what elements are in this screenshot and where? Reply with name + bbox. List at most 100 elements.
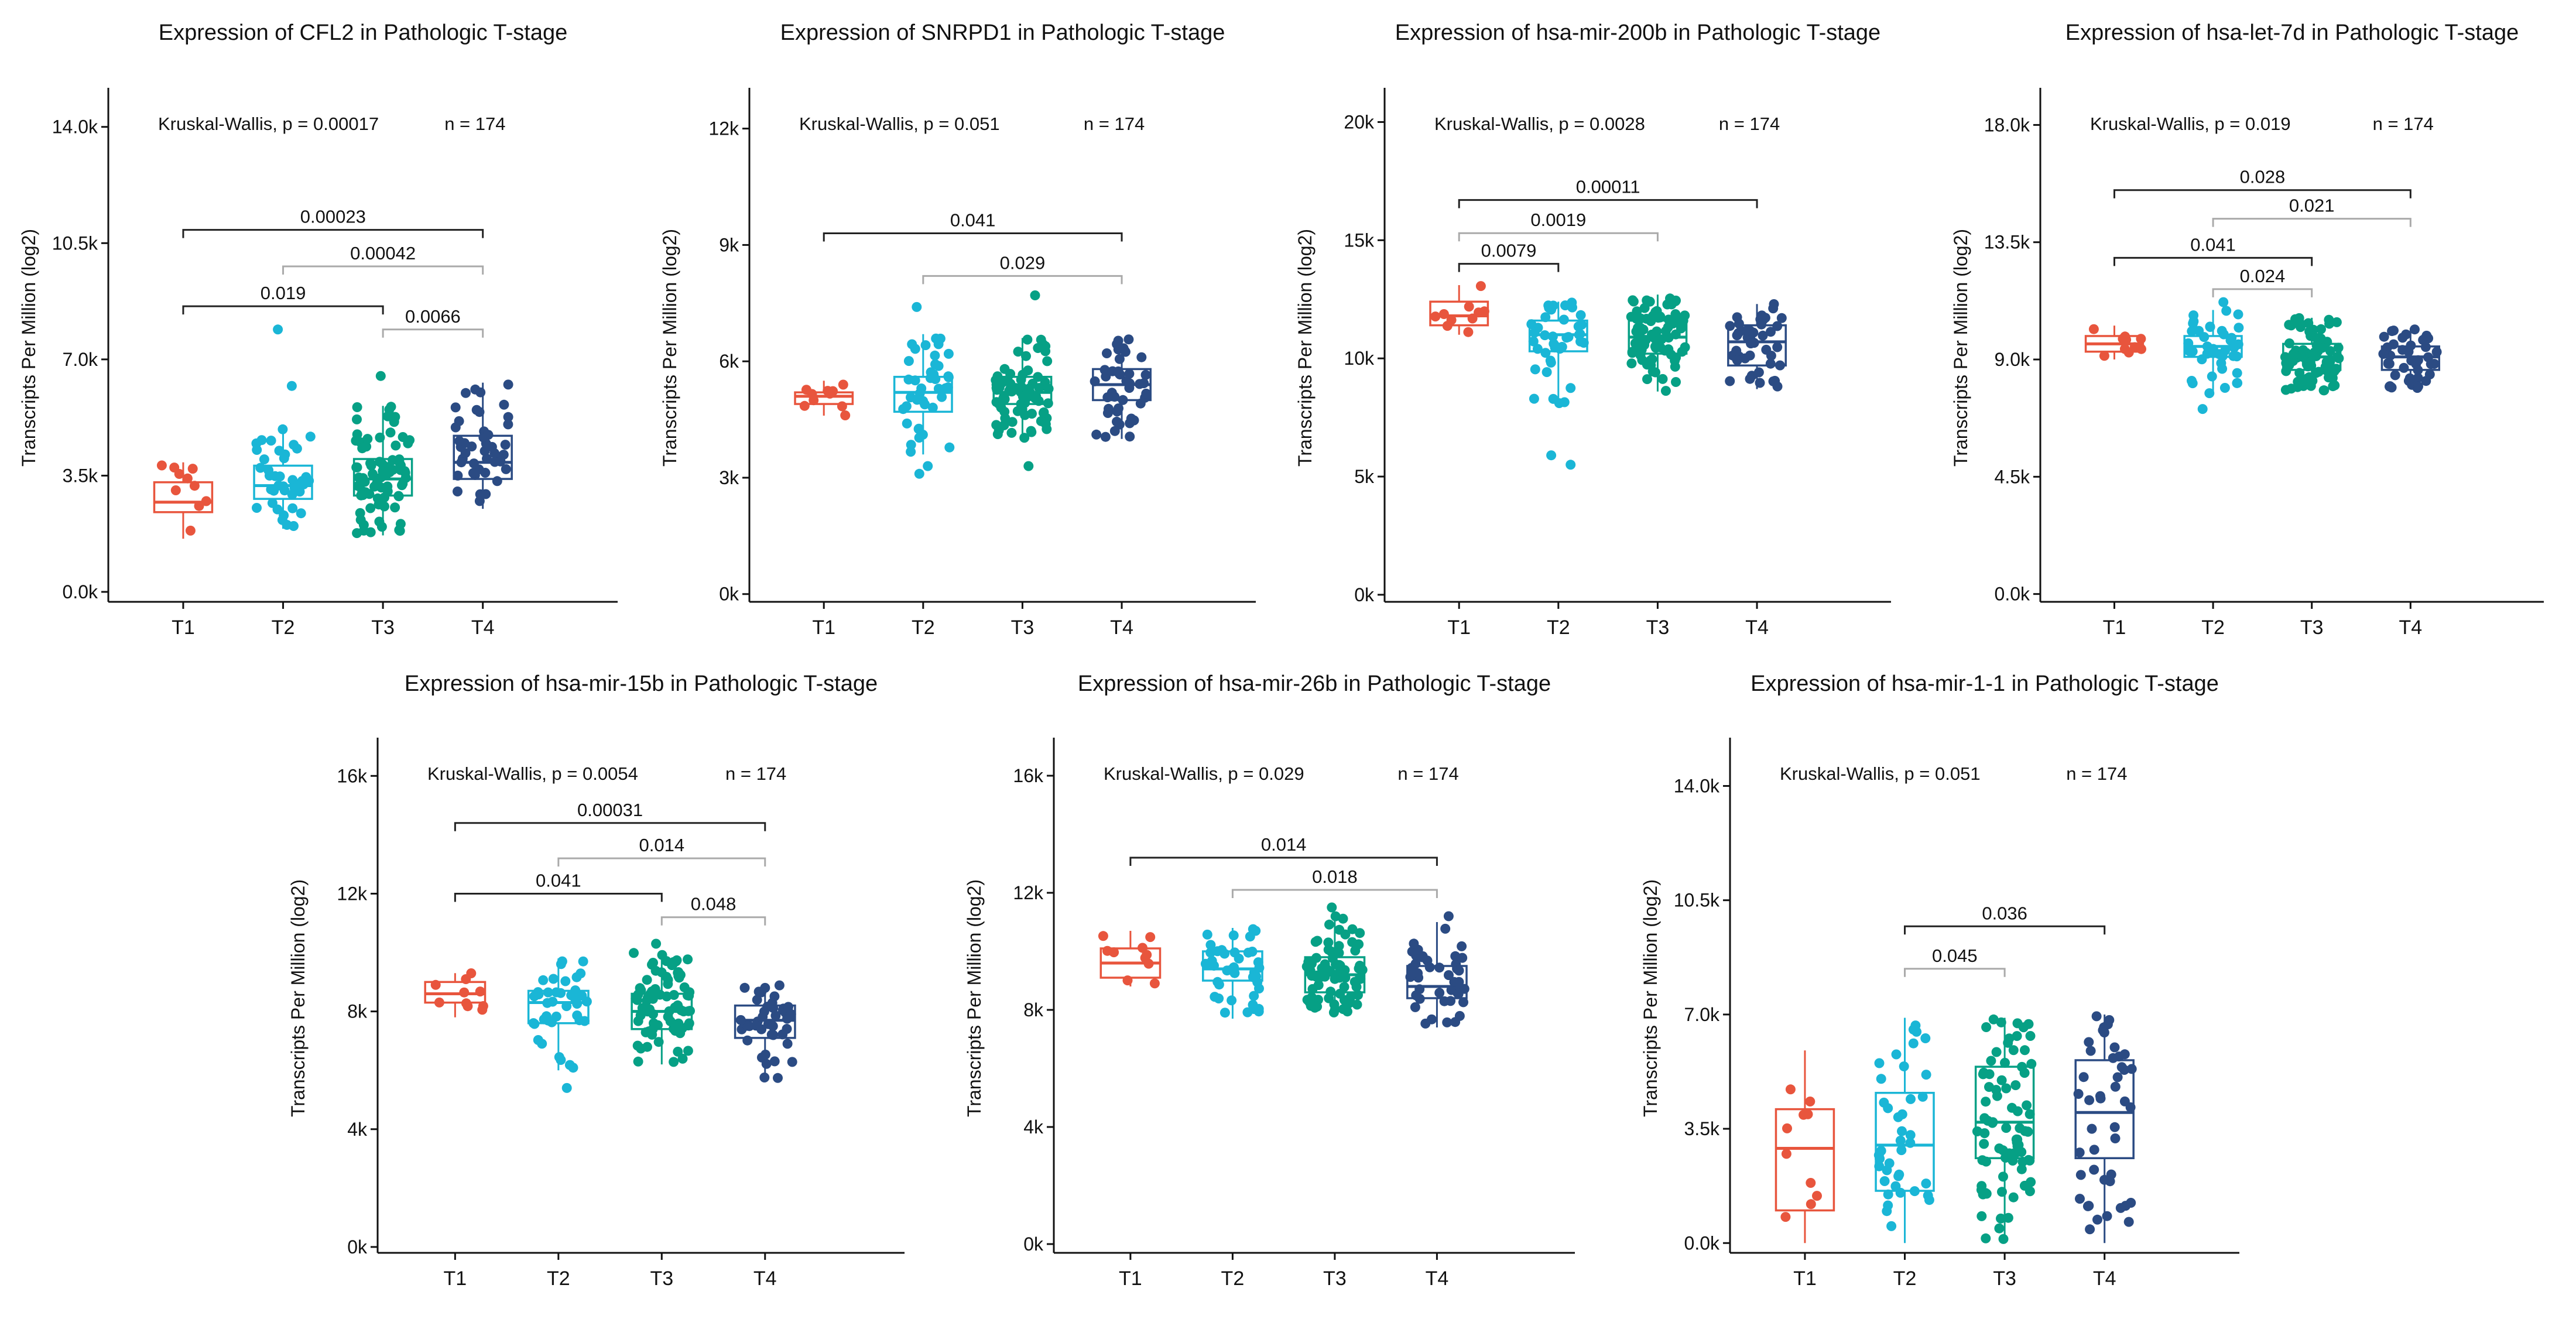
data-point xyxy=(434,997,444,1008)
data-point xyxy=(1453,989,1464,999)
data-point xyxy=(1125,418,1135,429)
bracket-line xyxy=(2113,256,2313,266)
data-point xyxy=(385,427,396,438)
data-point xyxy=(1249,1004,1259,1014)
bracket-line xyxy=(2212,288,2313,297)
data-point xyxy=(1981,1022,1992,1032)
data-point xyxy=(2088,324,2099,334)
data-point xyxy=(1756,319,1767,330)
data-point xyxy=(2205,321,2215,332)
box-group-t1 xyxy=(424,968,488,1017)
data-point xyxy=(459,987,470,998)
data-point xyxy=(2026,1058,2037,1069)
bracket-p-label: 0.036 xyxy=(1982,903,2027,923)
data-point xyxy=(1803,1109,1813,1119)
data-point xyxy=(2084,1201,2094,1211)
y-tick-label: 3.5k xyxy=(1684,1118,1720,1139)
data-point xyxy=(2012,1106,2023,1116)
x-tick-label: T3 xyxy=(650,1267,673,1290)
data-point xyxy=(742,1035,753,1046)
data-point xyxy=(2221,306,2232,316)
data-point xyxy=(1976,1211,1987,1221)
data-point xyxy=(1013,347,1023,357)
x-tick-label: T2 xyxy=(1221,1267,1245,1290)
data-point xyxy=(289,483,300,494)
data-point xyxy=(450,422,461,433)
data-point xyxy=(1454,977,1464,987)
data-point xyxy=(661,972,672,982)
data-point xyxy=(189,481,200,491)
data-point xyxy=(2311,333,2322,343)
data-point xyxy=(1896,1145,1907,1156)
data-point xyxy=(1645,355,1656,366)
significance-bracket: 0.00042 xyxy=(282,243,484,275)
n-label: n = 174 xyxy=(1084,114,1145,134)
n-label: n = 174 xyxy=(1397,763,1458,784)
data-point xyxy=(2328,381,2338,392)
box-group-t3 xyxy=(1626,293,1690,396)
data-point xyxy=(1355,928,1365,938)
data-point xyxy=(561,1001,572,1012)
data-point xyxy=(1876,1074,1886,1084)
test-label: Kruskal-Wallis, p = 0.051 xyxy=(799,114,1000,134)
data-point xyxy=(1149,978,1160,989)
bracket-p-label: 0.00011 xyxy=(1576,177,1640,197)
data-point xyxy=(270,471,280,481)
data-point xyxy=(1543,300,1554,311)
data-point xyxy=(2108,1053,2118,1063)
data-point xyxy=(492,476,502,487)
data-point xyxy=(684,1018,694,1029)
data-point xyxy=(902,418,912,429)
data-point xyxy=(393,491,404,502)
n-label: n = 174 xyxy=(1719,114,1780,134)
data-point xyxy=(397,480,407,491)
data-point xyxy=(1112,416,1122,427)
data-point xyxy=(352,402,362,412)
data-point xyxy=(466,968,477,978)
data-point xyxy=(1113,366,1123,376)
y-tick-label: 6k xyxy=(719,351,739,372)
data-point xyxy=(400,472,411,483)
x-tick-label: T2 xyxy=(1547,616,1570,639)
data-point xyxy=(2183,338,2194,348)
y-tick-label: 0k xyxy=(1023,1234,1044,1255)
data-point xyxy=(1312,936,1323,946)
data-point xyxy=(1671,377,1681,387)
box-group-t3 xyxy=(2280,313,2344,396)
x-tick-label: T1 xyxy=(172,616,195,639)
data-point xyxy=(1627,348,1638,358)
data-point xyxy=(1022,334,1033,345)
box-group-t2 xyxy=(1200,924,1265,1019)
data-point xyxy=(940,383,951,393)
data-point xyxy=(1114,354,1125,364)
data-point xyxy=(274,446,285,456)
data-point xyxy=(650,965,661,976)
data-point xyxy=(354,472,364,483)
data-point xyxy=(467,441,477,452)
y-tick-label: 9.0k xyxy=(1995,349,2030,370)
data-point xyxy=(267,498,278,508)
data-point xyxy=(943,371,954,382)
bracket-line xyxy=(1231,889,1438,898)
y-tick-label: 3.5k xyxy=(63,465,98,486)
bracket-p-label: 0.019 xyxy=(261,283,306,303)
data-point xyxy=(636,1043,646,1054)
data-point xyxy=(636,985,646,995)
data-point xyxy=(1102,348,1112,358)
box-group-t4 xyxy=(1405,911,1469,1029)
data-point xyxy=(2387,326,2397,336)
y-tick-label: 15k xyxy=(1344,229,1375,251)
data-point xyxy=(1102,408,1113,418)
y-tick-label: 14.0k xyxy=(1674,776,1720,797)
outlier-point xyxy=(1327,902,1337,913)
data-point xyxy=(1454,965,1464,976)
data-point xyxy=(390,502,400,513)
data-point xyxy=(194,501,204,511)
data-point xyxy=(758,1012,768,1022)
data-point xyxy=(1765,358,1776,369)
x-tick-label: T4 xyxy=(471,616,495,639)
data-point xyxy=(358,520,369,530)
data-point xyxy=(1650,307,1661,317)
data-point xyxy=(1450,1017,1461,1027)
y-tick-label: 12k xyxy=(708,118,739,139)
